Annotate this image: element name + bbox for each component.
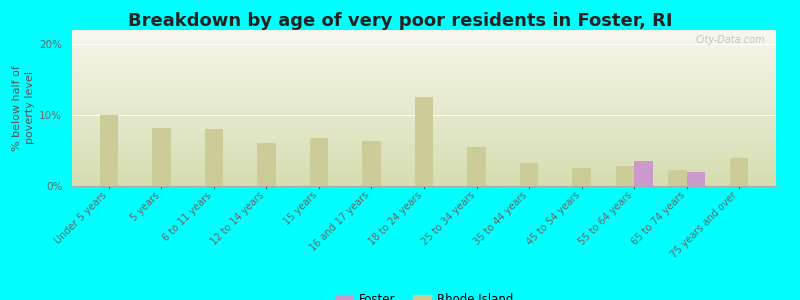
Bar [467, 147, 486, 186]
Text: City-Data.com: City-Data.com [696, 35, 766, 45]
Bar [686, 172, 705, 186]
Bar [616, 166, 634, 186]
Bar [99, 115, 118, 186]
Bar [362, 141, 381, 186]
Bar [730, 158, 749, 186]
Y-axis label: % below half of
poverty level: % below half of poverty level [12, 65, 35, 151]
Bar [257, 143, 275, 186]
Bar [520, 163, 538, 186]
Text: Breakdown by age of very poor residents in Foster, RI: Breakdown by age of very poor residents … [128, 12, 672, 30]
Bar [310, 138, 328, 186]
Bar [152, 128, 170, 186]
Bar [415, 98, 433, 186]
Bar [573, 168, 591, 186]
Bar [634, 161, 653, 186]
Bar [205, 129, 223, 186]
Legend: Foster, Rhode Island: Foster, Rhode Island [330, 289, 518, 300]
Bar [668, 170, 686, 186]
